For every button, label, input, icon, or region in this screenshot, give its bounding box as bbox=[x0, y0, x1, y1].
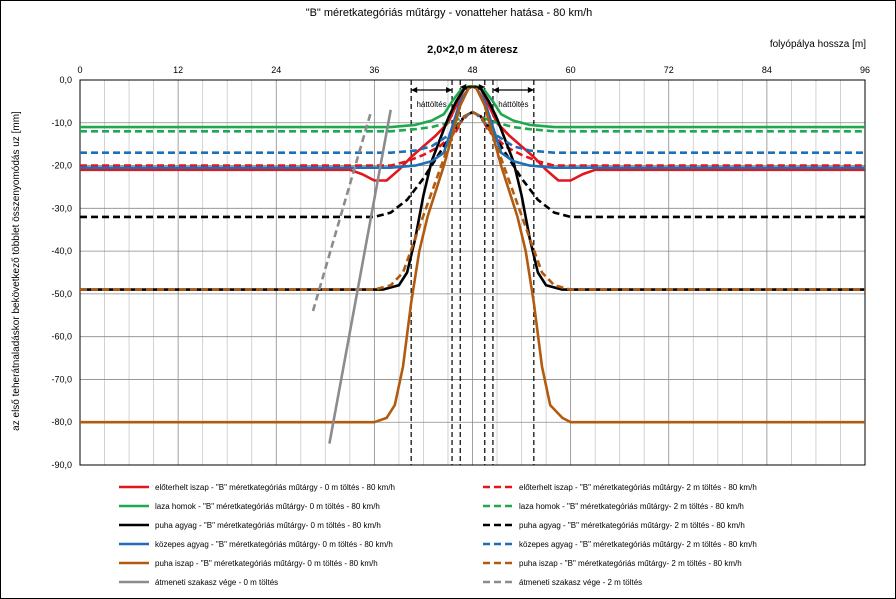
x-tick-label: 0 bbox=[77, 65, 82, 75]
series-line-9 bbox=[80, 110, 865, 291]
legend-entry-9: puha iszap - "B" méretkategóriás műtárgy… bbox=[519, 559, 742, 568]
x-tick-label: 36 bbox=[369, 65, 379, 75]
legend-entry-2: laza homok - "B" méretkategóriás műtárgy… bbox=[155, 502, 380, 511]
legend-entry-11: átmeneti szakasz vége - 2 m töltés bbox=[519, 578, 642, 587]
series-line-11 bbox=[311, 113, 372, 312]
backfill-arrow-left-head-left bbox=[411, 87, 418, 93]
series-line-10 bbox=[328, 109, 392, 444]
legend-entry-5: puha agyag - "B" méretkategóriás műtárgy… bbox=[519, 521, 745, 530]
x-tick-label: 84 bbox=[762, 65, 772, 75]
x-axis-label: folyópálya hossza [m] bbox=[770, 39, 866, 50]
legend-entry-3: laza homok - "B" méretkategóriás műtárgy… bbox=[519, 502, 744, 511]
x-tick-label: 12 bbox=[173, 65, 183, 75]
y-tick-label: -40,0 bbox=[51, 246, 72, 256]
y-tick-label: -10,0 bbox=[51, 118, 72, 128]
y-tick-label: -90,0 bbox=[51, 460, 72, 470]
culvert-label: 2,0×2,0 m áteresz bbox=[427, 44, 518, 56]
culvert-arrow-head-right bbox=[478, 84, 485, 90]
y-tick-label: -70,0 bbox=[51, 374, 72, 384]
culvert-arrow-head-left bbox=[460, 84, 467, 90]
backfill-arrow-left-head-right bbox=[446, 87, 453, 93]
series-line-7 bbox=[80, 110, 865, 154]
y-tick-label: 0,0 bbox=[59, 75, 72, 85]
y-axis-label: az első teherátnaladáskor bekövetkező tö… bbox=[11, 111, 22, 431]
x-tick-label: 72 bbox=[664, 65, 674, 75]
y-tick-label: -80,0 bbox=[51, 417, 72, 427]
x-tick-label: 24 bbox=[271, 65, 281, 75]
legend-entry-0: előterhelt iszap - "B" méretkategóriás m… bbox=[155, 483, 395, 492]
legend-entry-10: átmeneti szakasz vége - 0 m töltés bbox=[155, 578, 278, 587]
plot-border bbox=[79, 79, 866, 466]
backfill-label-right: háttöltés bbox=[498, 100, 528, 109]
x-tick-label: 48 bbox=[467, 65, 477, 75]
legend-entry-1: előterhelt iszap - "B" méretkategóriás m… bbox=[519, 483, 757, 492]
backfill-arrow-right-head-right bbox=[527, 87, 534, 93]
backfill-label-left: háttöltés bbox=[416, 100, 446, 109]
chart-title: "B" méretkategóriás műtárgy - vonatteher… bbox=[306, 7, 593, 19]
legend-entry-7: közepes agyag - "B" méretkategóriás műtá… bbox=[519, 540, 757, 549]
x-tick-label: 60 bbox=[566, 65, 576, 75]
plot-area: 0 12 24 36 48 60 72 84 96 0,0 -10,0 -20,0 -30,0 -40,0… bbox=[51, 44, 870, 470]
y-tick-label: -30,0 bbox=[51, 203, 72, 213]
x-tick-label: 96 bbox=[860, 65, 870, 75]
legend-entry-8: puha iszap - "B" méretkategóriás műtárgy… bbox=[155, 559, 378, 568]
y-tick-label: -50,0 bbox=[51, 289, 72, 299]
legend-entry-6: közepes agyag - "B" méretkategóriás műtá… bbox=[155, 540, 393, 549]
y-tick-label: -60,0 bbox=[51, 332, 72, 342]
legend: előterhelt iszap - "B" méretkategóriás m… bbox=[119, 483, 757, 587]
backfill-arrow-right-head-left bbox=[492, 87, 499, 93]
y-tick-label: -20,0 bbox=[51, 161, 72, 171]
legend-entry-4: puha agyag - "B" méretkategóriás műtárgy… bbox=[155, 521, 381, 530]
